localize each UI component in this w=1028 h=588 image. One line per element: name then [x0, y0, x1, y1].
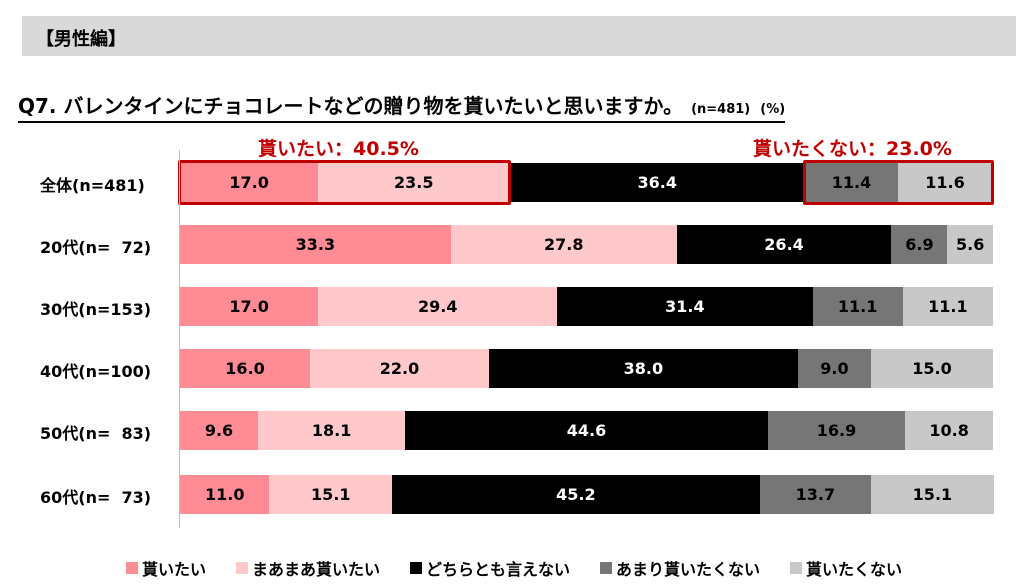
bar-value-label: 15.1 — [912, 485, 953, 504]
section-header-label: 【男性編】 — [36, 29, 126, 50]
bar-value-label: 45.2 — [556, 485, 596, 504]
legend-label: まあまあ貰いたい — [251, 560, 380, 579]
bar-segment: 15.0 — [871, 349, 993, 388]
bar-segment: 18.1 — [258, 411, 406, 450]
bar-value-label: 15.0 — [912, 359, 952, 378]
bar-segment: 16.9 — [767, 411, 906, 450]
legend-item: 貰いたい — [125, 556, 206, 580]
bar-segment: 44.6 — [405, 411, 768, 450]
bar-value-label: 33.3 — [295, 235, 336, 254]
row-label: 40代(n=100) — [40, 362, 152, 381]
bar-segment: 11.1 — [902, 287, 993, 326]
legend-swatch — [600, 562, 612, 574]
bar-value-label: 11.1 — [928, 297, 968, 316]
chart-axis-line — [179, 150, 180, 528]
legend-item: まあまあ貰いたい — [235, 556, 380, 580]
bar-segment: 5.6 — [947, 225, 993, 264]
legend-item: あまり貰いたくない — [600, 556, 760, 580]
bar-value-label: 11.6 — [925, 173, 965, 192]
bar-value-label: 38.0 — [623, 359, 664, 378]
bar-value-label: 17.0 — [229, 297, 269, 316]
bar-value-label: 29.4 — [417, 297, 458, 316]
bar-value-label: 15.1 — [311, 485, 351, 504]
row-label: 50代(n= 83) — [40, 424, 152, 443]
bar-segment: 13.7 — [759, 475, 872, 514]
bar-value-label: 16.9 — [816, 421, 857, 440]
legend-swatch — [125, 562, 138, 574]
legend-item: どちらとも言えない — [409, 556, 570, 580]
legend-item: 貰いたくない — [790, 556, 902, 580]
bar-value-label: 17.0 — [229, 173, 269, 192]
bar-value-label: 6.9 — [905, 235, 934, 254]
bar-segment: 22.0 — [310, 349, 489, 388]
row-label: 20代(n= 72) — [40, 238, 152, 257]
bar-value-label: 13.7 — [795, 485, 836, 504]
bar-segment: 11.1 — [812, 287, 903, 326]
row-label: 30代(n=153) — [40, 300, 152, 319]
row-label: 60代(n= 73) — [40, 488, 152, 507]
legend-label: あまり貰いたくない — [616, 560, 761, 579]
bar-segment: 6.9 — [891, 225, 948, 264]
bar-segment: 45.2 — [392, 475, 760, 514]
bar-segment: 17.0 — [180, 287, 319, 326]
highlight-box-not-want — [803, 160, 995, 205]
bar-segment: 27.8 — [450, 225, 677, 264]
bar-segment: 15.1 — [871, 475, 994, 514]
bar-value-label: 22.0 — [379, 359, 420, 378]
sample-size-note: (n=481) — [691, 102, 751, 117]
bar-value-label: 27.8 — [543, 235, 584, 254]
bar-segment: 31.4 — [557, 287, 813, 326]
bar-value-label: 11.4 — [831, 173, 872, 192]
bar-value-label: 11.1 — [837, 297, 878, 316]
legend-swatch — [790, 562, 803, 574]
callout-not-want-total: 貰いたくない：23.0% — [753, 138, 952, 160]
bar-value-label: 9.0 — [820, 359, 849, 378]
bar-segment: 36.4 — [509, 163, 806, 202]
bar-value-label: 36.4 — [637, 173, 677, 192]
bar-segment: 17.0 — [180, 163, 319, 202]
bar-value-label: 11.0 — [204, 485, 245, 504]
bar-value-label: 23.5 — [393, 173, 434, 192]
legend-swatch — [235, 562, 248, 574]
legend-label: 貰いたい — [141, 560, 206, 579]
legend-label: 貰いたくない — [806, 560, 903, 579]
bar-segment: 9.0 — [797, 349, 872, 388]
bar-value-label: 18.1 — [311, 421, 352, 440]
bar-segment: 11.0 — [180, 475, 270, 514]
bar-segment: 29.4 — [318, 287, 558, 326]
bar-segment: 16.0 — [180, 349, 311, 388]
chart-title-text: Q7. バレンタインにチョコレートなどの贈り物を貰いたいと思いますか。 — [18, 94, 684, 118]
bar-segment: 9.6 — [180, 411, 259, 450]
section-header-band: 【男性編】 — [22, 16, 1016, 56]
callout-want-total: 貰いたい：40.5% — [258, 138, 419, 160]
bar-value-label: 31.4 — [665, 297, 705, 316]
bar-value-label: 44.6 — [566, 421, 607, 440]
bar-segment: 11.4 — [805, 163, 898, 202]
bar-segment: 23.5 — [318, 163, 510, 202]
bar-segment: 10.8 — [905, 411, 993, 450]
bar-segment: 15.1 — [269, 475, 393, 514]
bar-value-label: 16.0 — [225, 359, 265, 378]
highlight-box-want — [178, 160, 512, 205]
bar-value-label: 5.6 — [956, 235, 985, 254]
bar-value-label: 9.6 — [204, 421, 234, 440]
bar-segment: 38.0 — [488, 349, 798, 388]
chart-title: Q7. バレンタインにチョコレートなどの贈り物を貰いたいと思いますか。 (n=48… — [18, 90, 786, 123]
chart-legend: 貰いたい まあまあ貰いたい どちらとも言えない あまり貰いたくない 貰いたくない — [0, 556, 1028, 580]
row-label: 全体(n=481) — [40, 176, 145, 195]
bar-segment: 26.4 — [676, 225, 892, 264]
bar-segment: 33.3 — [180, 225, 451, 264]
legend-label: どちらとも言えない — [425, 560, 570, 579]
bar-segment: 11.6 — [897, 163, 993, 202]
legend-swatch — [409, 562, 422, 574]
bar-value-label: 10.8 — [929, 421, 969, 440]
unit-note: (%) — [760, 102, 786, 117]
bar-value-label: 26.4 — [764, 235, 804, 254]
